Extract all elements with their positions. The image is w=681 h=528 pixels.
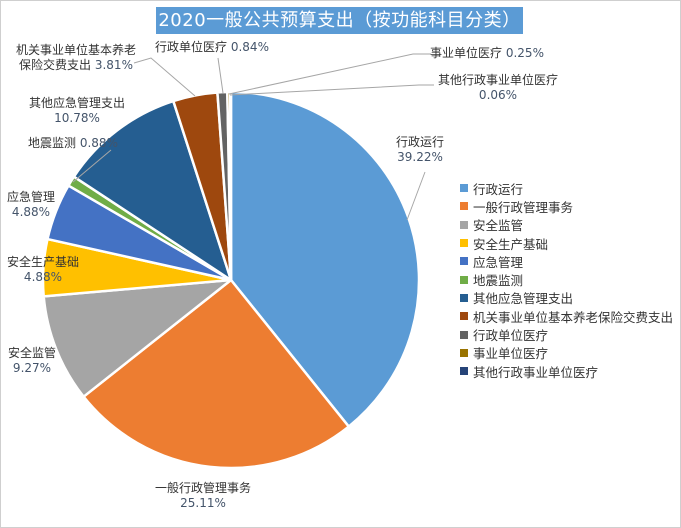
legend-label: 地震监测 — [473, 273, 524, 289]
legend-item-事业单位医疗[interactable]: 事业单位医疗 — [460, 344, 673, 362]
pie-slice-其他应急管理支出[interactable] — [72, 99, 233, 282]
legend-item-机关事业单位基本养老保险交费支出[interactable]: 机关事业单位基本养老保险交费支出 — [460, 307, 673, 325]
legend-swatch-icon — [460, 330, 468, 339]
legend-swatch-icon — [460, 275, 468, 284]
legend-label: 安全监管 — [473, 218, 524, 234]
legend-label: 其他行政事业单位医疗 — [473, 364, 599, 380]
chart-title: 2020一般公共预算支出（按功能科目分类） — [156, 7, 523, 34]
legend-swatch-icon — [460, 239, 468, 248]
legend-swatch-icon — [460, 220, 468, 229]
legend-item-安全生产基础[interactable]: 安全生产基础 — [460, 234, 673, 252]
legend-swatch-icon — [460, 348, 468, 357]
legend-swatch-icon — [460, 184, 468, 193]
legend-item-安全监管[interactable]: 安全监管 — [460, 216, 673, 234]
legend-swatch-icon — [460, 257, 468, 266]
leader-line — [406, 171, 426, 221]
leader-line — [217, 57, 224, 94]
legend-item-其他行政事业单位医疗[interactable]: 其他行政事业单位医疗 — [460, 362, 673, 380]
legend-swatch-icon — [460, 202, 468, 211]
legend-item-行政单位医疗[interactable]: 行政单位医疗 — [460, 325, 673, 343]
legend-label: 行政单位医疗 — [473, 328, 549, 344]
leader-line — [72, 149, 112, 183]
pie-slice-其他行政事业单位医疗[interactable] — [229, 90, 233, 282]
legend-item-其他应急管理支出[interactable]: 其他应急管理支出 — [460, 289, 673, 307]
legend-swatch-icon — [460, 312, 468, 321]
leader-line — [228, 53, 431, 95]
legend-item-应急管理[interactable]: 应急管理 — [460, 252, 673, 270]
pie-slice-安全监管[interactable] — [42, 278, 233, 398]
legend-item-行政运行[interactable]: 行政运行 — [460, 179, 673, 197]
legend-label: 一般行政管理事务 — [473, 199, 574, 215]
legend-label: 机关事业单位基本养老保险交费支出 — [473, 309, 674, 325]
legend-item-一般行政管理事务[interactable]: 一般行政管理事务 — [460, 197, 673, 215]
pie-slice-一般行政管理事务[interactable] — [82, 278, 350, 470]
legend-label: 安全生产基础 — [473, 236, 549, 252]
legend-label: 其他应急管理支出 — [473, 291, 574, 307]
legend-label: 行政运行 — [473, 181, 524, 197]
legend-swatch-icon — [460, 293, 468, 302]
legend-label: 应急管理 — [473, 254, 524, 270]
legend-label: 事业单位医疗 — [473, 346, 549, 362]
legend-swatch-icon — [460, 367, 468, 376]
legend: 行政运行一般行政管理事务 安全监管安全生产基础 应急管理地震监测其他应急管理支出机关… — [460, 179, 673, 380]
legend-item-地震监测[interactable]: 地震监测 — [460, 270, 673, 288]
leader-line — [133, 57, 196, 97]
leader-line — [229, 84, 434, 96]
